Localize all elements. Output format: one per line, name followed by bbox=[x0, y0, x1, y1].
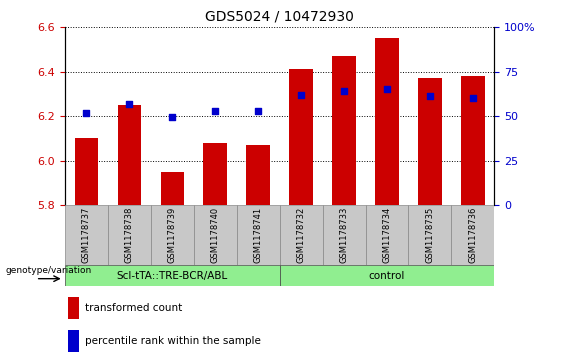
Bar bbox=[203, 143, 227, 205]
Bar bbox=[461, 76, 485, 205]
Text: percentile rank within the sample: percentile rank within the sample bbox=[85, 336, 260, 346]
FancyBboxPatch shape bbox=[65, 265, 280, 286]
Text: control: control bbox=[369, 270, 405, 281]
FancyBboxPatch shape bbox=[366, 205, 408, 265]
Text: transformed count: transformed count bbox=[85, 303, 182, 313]
Bar bbox=[75, 138, 98, 205]
FancyBboxPatch shape bbox=[65, 205, 108, 265]
FancyBboxPatch shape bbox=[451, 205, 494, 265]
FancyBboxPatch shape bbox=[151, 205, 194, 265]
Text: GSM1178738: GSM1178738 bbox=[125, 207, 134, 263]
FancyBboxPatch shape bbox=[108, 205, 151, 265]
Text: GSM1178734: GSM1178734 bbox=[383, 207, 392, 263]
Text: GSM1178735: GSM1178735 bbox=[425, 207, 434, 263]
Bar bbox=[68, 297, 79, 319]
Point bbox=[168, 114, 177, 120]
Bar bbox=[160, 172, 184, 205]
Text: GSM1178732: GSM1178732 bbox=[297, 207, 306, 263]
Title: GDS5024 / 10472930: GDS5024 / 10472930 bbox=[205, 9, 354, 23]
Point bbox=[468, 95, 477, 101]
Text: GSM1178733: GSM1178733 bbox=[340, 207, 349, 263]
Text: GSM1178736: GSM1178736 bbox=[468, 207, 477, 263]
Text: GSM1178739: GSM1178739 bbox=[168, 207, 177, 263]
Point bbox=[254, 108, 263, 114]
Text: Scl-tTA::TRE-BCR/ABL: Scl-tTA::TRE-BCR/ABL bbox=[117, 270, 228, 281]
Bar bbox=[289, 69, 313, 205]
Point bbox=[383, 86, 392, 92]
FancyBboxPatch shape bbox=[280, 205, 323, 265]
Point bbox=[425, 93, 434, 99]
Bar bbox=[332, 56, 356, 205]
Text: GSM1178737: GSM1178737 bbox=[82, 207, 91, 263]
FancyBboxPatch shape bbox=[194, 205, 237, 265]
FancyBboxPatch shape bbox=[237, 205, 280, 265]
FancyBboxPatch shape bbox=[408, 205, 451, 265]
FancyBboxPatch shape bbox=[323, 205, 366, 265]
FancyBboxPatch shape bbox=[280, 265, 494, 286]
Point bbox=[125, 101, 134, 107]
Bar bbox=[418, 78, 442, 205]
Bar bbox=[118, 105, 141, 205]
Bar bbox=[246, 145, 270, 205]
Text: GSM1178740: GSM1178740 bbox=[211, 207, 220, 263]
Bar bbox=[375, 38, 399, 205]
Point bbox=[211, 108, 220, 114]
Text: genotype/variation: genotype/variation bbox=[5, 266, 92, 276]
Point bbox=[297, 92, 306, 98]
Text: GSM1178741: GSM1178741 bbox=[254, 207, 263, 263]
Point bbox=[340, 88, 349, 94]
Bar bbox=[68, 330, 79, 352]
Point bbox=[82, 110, 91, 116]
